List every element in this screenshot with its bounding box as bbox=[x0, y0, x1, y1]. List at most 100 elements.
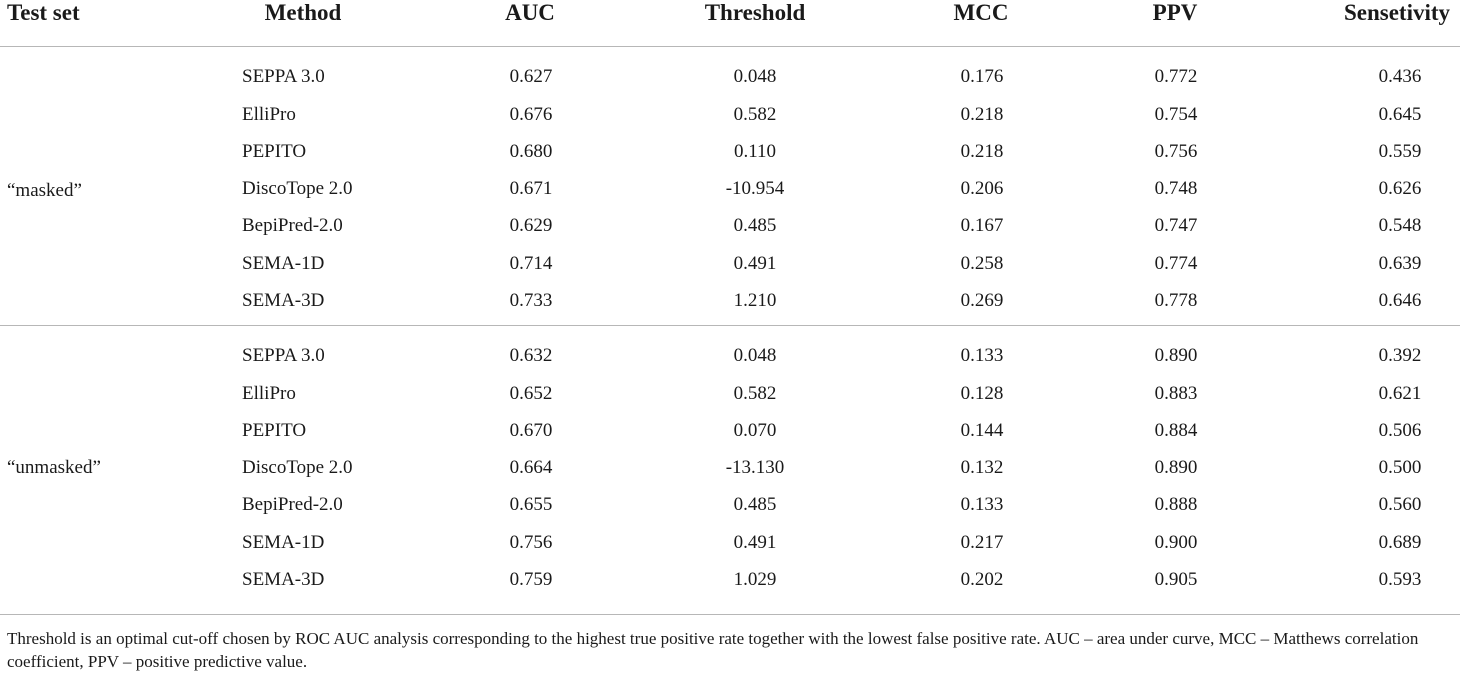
table-row: BepiPred-2.0 0.629 0.485 0.167 0.747 0.5… bbox=[0, 215, 1460, 252]
sensitivity-cell: 0.436 bbox=[1378, 66, 1422, 87]
threshold-cell: 0.582 bbox=[733, 383, 777, 404]
table-header: Test set Method AUC Threshold MCC PPV Se… bbox=[0, 0, 1460, 46]
method-cell: DiscoTope 2.0 bbox=[242, 178, 353, 199]
auc-cell: 0.676 bbox=[509, 104, 553, 125]
auc-cell: 0.671 bbox=[509, 178, 553, 199]
mcc-cell: 0.218 bbox=[960, 104, 1004, 125]
sensitivity-cell: 0.506 bbox=[1378, 420, 1422, 441]
header-test-set: Test set bbox=[7, 0, 80, 25]
sensitivity-cell: 0.645 bbox=[1378, 104, 1422, 125]
threshold-cell: 0.582 bbox=[733, 104, 777, 125]
threshold-cell: 0.070 bbox=[733, 420, 777, 441]
auc-cell: 0.632 bbox=[509, 345, 553, 366]
ppv-cell: 0.884 bbox=[1154, 420, 1198, 441]
header-auc: AUC bbox=[505, 0, 555, 25]
sensitivity-cell: 0.548 bbox=[1378, 215, 1422, 236]
sensitivity-cell: 0.626 bbox=[1378, 178, 1422, 199]
table-row: ElliPro 0.676 0.582 0.218 0.754 0.645 bbox=[0, 104, 1460, 141]
sensitivity-cell: 0.621 bbox=[1378, 383, 1422, 404]
mcc-cell: 0.269 bbox=[960, 290, 1004, 311]
mcc-cell: 0.218 bbox=[960, 141, 1004, 162]
table-row: SEPPA 3.0 0.632 0.048 0.133 0.890 0.392 bbox=[0, 345, 1460, 382]
method-cell: BepiPred-2.0 bbox=[242, 494, 343, 515]
mcc-cell: 0.144 bbox=[960, 420, 1004, 441]
ppv-cell: 0.756 bbox=[1154, 141, 1198, 162]
table-row: PEPITO 0.680 0.110 0.218 0.756 0.559 bbox=[0, 141, 1460, 178]
auc-cell: 0.670 bbox=[509, 420, 553, 441]
table-row: SEPPA 3.0 0.627 0.048 0.176 0.772 0.436 bbox=[0, 66, 1460, 103]
auc-cell: 0.664 bbox=[509, 457, 553, 478]
method-cell: PEPITO bbox=[242, 141, 307, 162]
mcc-cell: 0.258 bbox=[960, 253, 1004, 274]
auc-cell: 0.759 bbox=[509, 569, 553, 590]
header-sensitivity: Sensetivity bbox=[1343, 0, 1451, 25]
header-mcc: MCC bbox=[953, 0, 1009, 25]
table-row: SEMA-3D 0.759 1.029 0.202 0.905 0.593 bbox=[0, 569, 1460, 606]
sensitivity-cell: 0.689 bbox=[1378, 532, 1422, 553]
mcc-cell: 0.176 bbox=[960, 66, 1004, 87]
table-row: BepiPred-2.0 0.655 0.485 0.133 0.888 0.5… bbox=[0, 494, 1460, 531]
threshold-cell: 1.029 bbox=[733, 569, 777, 590]
test-set-label: “masked” bbox=[7, 180, 82, 201]
table-row: SEMA-1D 0.714 0.491 0.258 0.774 0.639 bbox=[0, 253, 1460, 290]
group-unmasked: “unmasked” SEPPA 3.0 0.632 0.048 0.133 0… bbox=[0, 345, 1460, 590]
sensitivity-cell: 0.559 bbox=[1378, 141, 1422, 162]
ppv-cell: 0.905 bbox=[1154, 569, 1198, 590]
table-row: DiscoTope 2.0 0.664 -13.130 0.132 0.890 … bbox=[0, 457, 1460, 494]
ppv-cell: 0.778 bbox=[1154, 290, 1198, 311]
table-bottom-rule bbox=[0, 614, 1460, 615]
test-set-label: “unmasked” bbox=[7, 457, 101, 478]
mcc-cell: 0.133 bbox=[960, 345, 1004, 366]
group-divider bbox=[0, 325, 1460, 326]
ppv-cell: 0.900 bbox=[1154, 532, 1198, 553]
method-cell: SEPPA 3.0 bbox=[242, 66, 325, 87]
ppv-cell: 0.748 bbox=[1154, 178, 1198, 199]
mcc-cell: 0.167 bbox=[960, 215, 1004, 236]
threshold-cell: 0.048 bbox=[733, 66, 777, 87]
header-method: Method bbox=[264, 0, 342, 25]
auc-cell: 0.680 bbox=[509, 141, 553, 162]
mcc-cell: 0.202 bbox=[960, 569, 1004, 590]
threshold-cell: 0.048 bbox=[733, 345, 777, 366]
table-row: PEPITO 0.670 0.070 0.144 0.884 0.506 bbox=[0, 420, 1460, 457]
table-row: SEMA-3D 0.733 1.210 0.269 0.778 0.646 bbox=[0, 290, 1460, 327]
mcc-cell: 0.132 bbox=[960, 457, 1004, 478]
auc-cell: 0.714 bbox=[509, 253, 553, 274]
method-cell: ElliPro bbox=[242, 383, 296, 404]
sensitivity-cell: 0.560 bbox=[1378, 494, 1422, 515]
table-row: SEMA-1D 0.756 0.491 0.217 0.900 0.689 bbox=[0, 532, 1460, 569]
ppv-cell: 0.747 bbox=[1154, 215, 1198, 236]
group-masked: “masked” SEPPA 3.0 0.627 0.048 0.176 0.7… bbox=[0, 66, 1460, 311]
ppv-cell: 0.888 bbox=[1154, 494, 1198, 515]
ppv-cell: 0.890 bbox=[1154, 457, 1198, 478]
threshold-cell: 1.210 bbox=[733, 290, 777, 311]
sensitivity-cell: 0.646 bbox=[1378, 290, 1422, 311]
sensitivity-cell: 0.593 bbox=[1378, 569, 1422, 590]
auc-cell: 0.733 bbox=[509, 290, 553, 311]
threshold-cell: 0.485 bbox=[733, 215, 777, 236]
auc-cell: 0.629 bbox=[509, 215, 553, 236]
sensitivity-cell: 0.639 bbox=[1378, 253, 1422, 274]
threshold-cell: -13.130 bbox=[725, 457, 785, 478]
sensitivity-cell: 0.392 bbox=[1378, 345, 1422, 366]
ppv-cell: 0.883 bbox=[1154, 383, 1198, 404]
ppv-cell: 0.772 bbox=[1154, 66, 1198, 87]
header-divider bbox=[0, 46, 1460, 47]
header-ppv: PPV bbox=[1152, 0, 1198, 25]
table-row: ElliPro 0.652 0.582 0.128 0.883 0.621 bbox=[0, 383, 1460, 420]
threshold-cell: -10.954 bbox=[725, 178, 785, 199]
ppv-cell: 0.754 bbox=[1154, 104, 1198, 125]
method-cell: BepiPred-2.0 bbox=[242, 215, 343, 236]
mcc-cell: 0.133 bbox=[960, 494, 1004, 515]
auc-cell: 0.627 bbox=[509, 66, 553, 87]
auc-cell: 0.756 bbox=[509, 532, 553, 553]
method-cell: SEMA-1D bbox=[242, 253, 325, 274]
ppv-cell: 0.774 bbox=[1154, 253, 1198, 274]
sensitivity-cell: 0.500 bbox=[1378, 457, 1422, 478]
mcc-cell: 0.206 bbox=[960, 178, 1004, 199]
threshold-cell: 0.491 bbox=[733, 253, 777, 274]
method-cell: SEMA-1D bbox=[242, 532, 325, 553]
method-cell: SEPPA 3.0 bbox=[242, 345, 325, 366]
threshold-cell: 0.491 bbox=[733, 532, 777, 553]
method-cell: ElliPro bbox=[242, 104, 296, 125]
